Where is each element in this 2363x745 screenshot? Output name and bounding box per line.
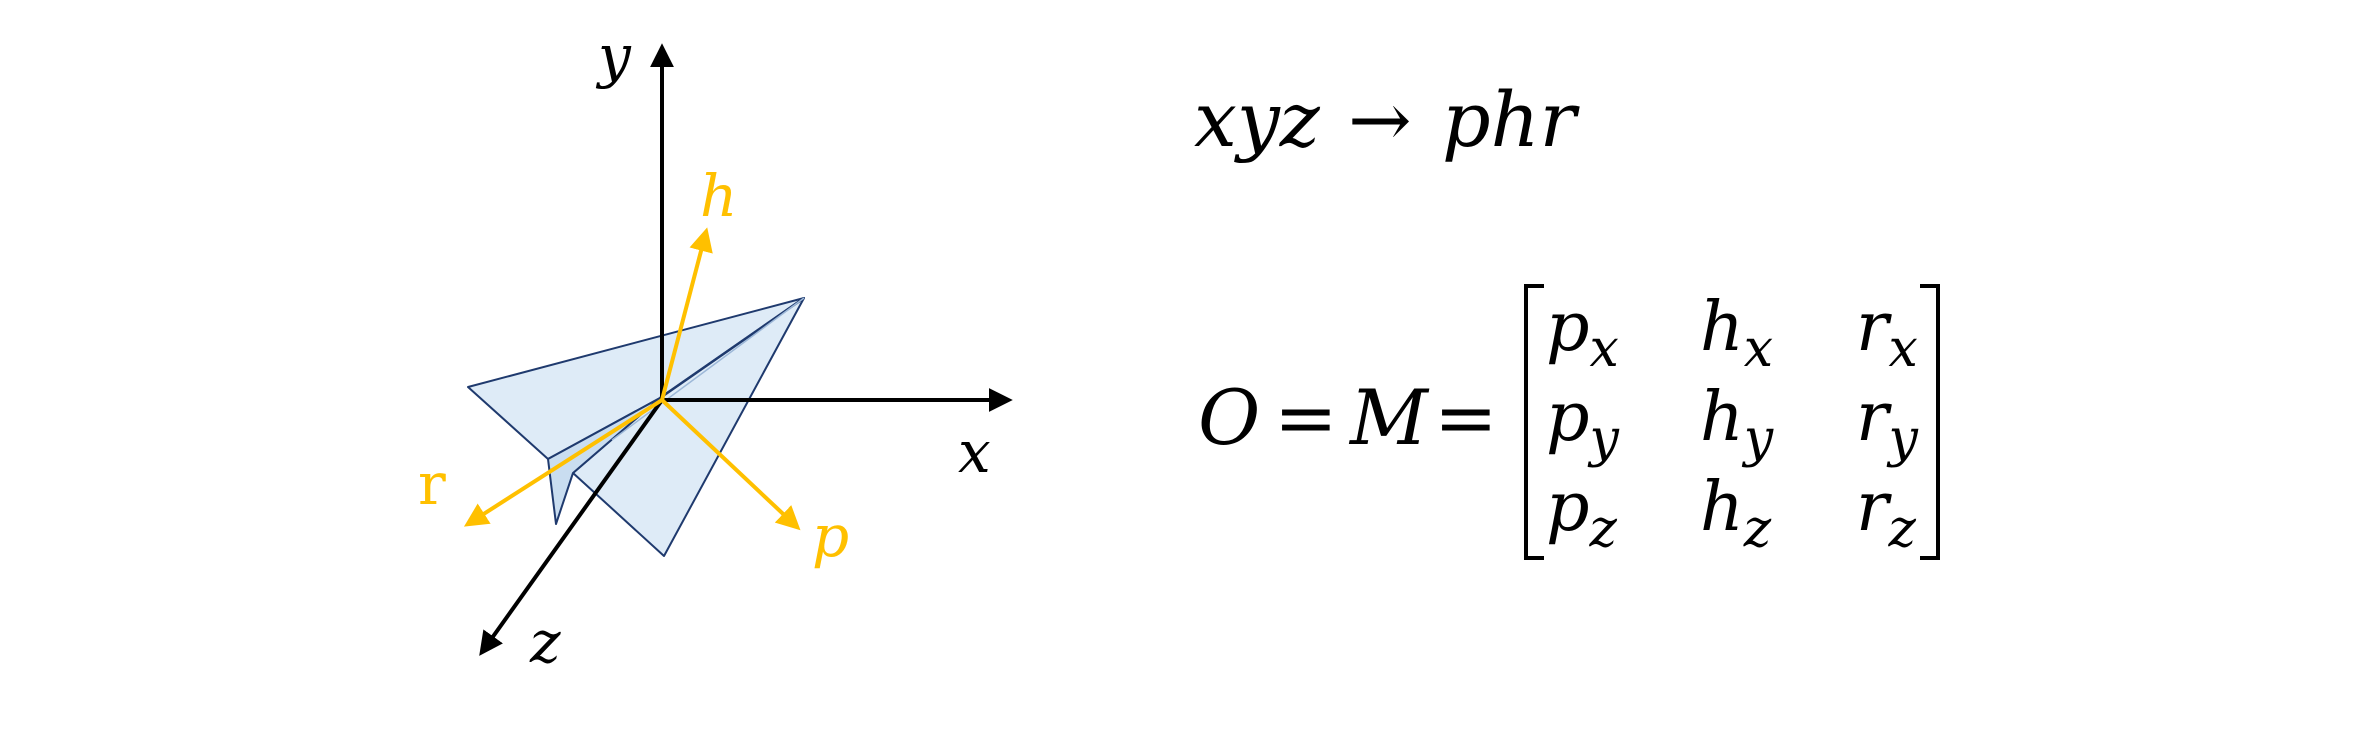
z-axis: [479, 398, 664, 656]
matrix-cell: py: [1546, 378, 1620, 469]
airplane-center-fold: [659, 296, 805, 400]
matrix-row-2: py hy ry: [1546, 378, 1919, 469]
matrix-cell: rx: [1856, 288, 1918, 379]
airplane-keel: [547, 397, 661, 525]
matrix-left-bracket: [1524, 284, 1544, 560]
z-axis-label: z: [529, 608, 561, 676]
p-axis: [660, 398, 801, 531]
matrix-cell: hx: [1700, 288, 1773, 379]
mapping-to: phr: [1442, 75, 1581, 164]
equation-m: M: [1348, 373, 1430, 462]
x-axis-label: x: [958, 418, 991, 486]
mapping-arrow: →: [1348, 75, 1412, 164]
world-axes: y x z: [479, 22, 1013, 676]
matrix-cell: pz: [1546, 468, 1618, 559]
r-axis-label: r: [418, 450, 446, 518]
h-axis-label: h: [700, 162, 737, 230]
h-axis: [660, 227, 713, 401]
matrix-row-3: pz hz rz: [1546, 468, 1917, 559]
p-axis-label: p: [812, 502, 849, 570]
matrix-cell: rz: [1856, 468, 1917, 559]
equation-equals-1: =: [1274, 373, 1338, 462]
airplane-fold-line: [611, 297, 805, 441]
equation-o: O: [1198, 373, 1260, 462]
matrix-cell: ry: [1856, 378, 1919, 469]
mapping-from: xyz: [1194, 75, 1321, 164]
equation-equals-2: =: [1434, 373, 1498, 462]
matrix-cell: hy: [1700, 378, 1774, 469]
r-axis: [463, 398, 664, 527]
y-axis-label: y: [595, 22, 632, 90]
orientation-equation: O = M = px hx rx py hy ry: [1198, 284, 1940, 560]
paper-airplane: [467, 296, 805, 557]
local-axes: h r p: [418, 162, 849, 570]
mapping-expression: xyz → phr: [1194, 75, 1581, 164]
matrix-right-bracket: [1920, 284, 1940, 560]
matrix-cell: hz: [1700, 468, 1772, 559]
matrix-row-1: px hx rx: [1546, 288, 1918, 379]
matrix-cell: px: [1546, 288, 1619, 379]
